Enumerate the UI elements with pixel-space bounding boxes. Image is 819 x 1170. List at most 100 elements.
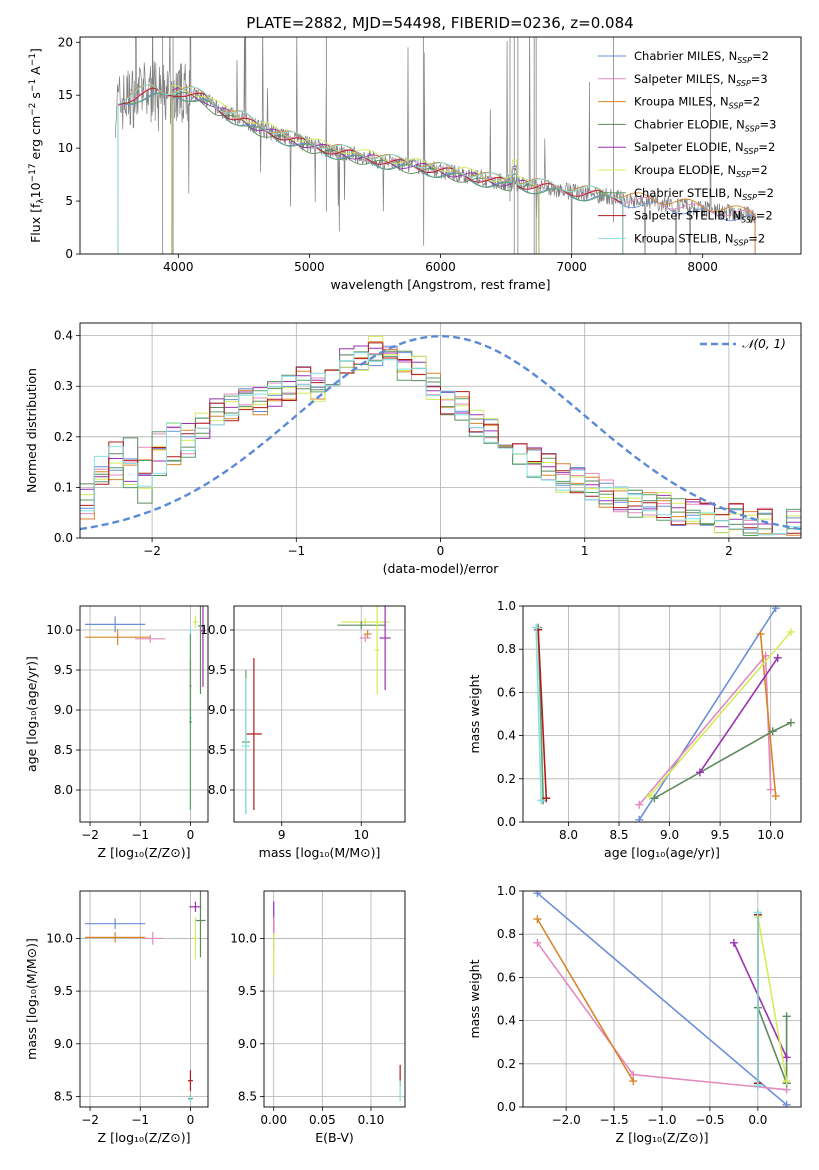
- weight-marker: [782, 1053, 791, 1062]
- y-tick-label: 10.0: [46, 623, 73, 637]
- errorbar-point: [188, 634, 192, 810]
- errorbar-point: [85, 932, 146, 943]
- errorbar-point: [379, 606, 391, 690]
- errorbar-point: [189, 901, 202, 913]
- errorbar-point: [85, 616, 146, 633]
- axes-frame: −2 −1 0 1 2 0.0 0.1 0.2 0.3 0.4 (data-model)/error…: [24, 322, 802, 576]
- x-axis-label: wavelength [Angstrom, rest frame]: [330, 277, 550, 292]
- errorbar-point: [195, 891, 206, 958]
- weight-marker: [753, 1081, 762, 1090]
- x-tick-label: 8.5: [609, 828, 628, 842]
- y-tick-label: 0.6: [497, 685, 516, 699]
- legend-label: Chabrier STELIB, NSSP=2: [634, 186, 774, 202]
- weight-marker: [756, 630, 765, 639]
- errorbar-point: [187, 1070, 193, 1092]
- errorbar-point: [374, 606, 380, 694]
- weight-marker: [542, 794, 551, 803]
- y-tick-label: 9.5: [238, 984, 257, 998]
- plot-area: [241, 606, 391, 814]
- x-tick-label: −1.0: [647, 1113, 676, 1127]
- y-label-part: s: [28, 92, 43, 103]
- x-axis-label: (data-model)/error: [383, 561, 500, 576]
- weight-marker: [782, 1012, 791, 1021]
- legend-label: Chabrier ELODIE, NSSP=3: [634, 117, 776, 133]
- figure-title: PLATE=2882, MJD=54498, FIBERID=0236, z=0…: [246, 14, 633, 32]
- x-tick-label: 2: [725, 544, 733, 558]
- x-tick-label: 0: [187, 828, 195, 842]
- y-tick-label: 8.5: [238, 1089, 257, 1103]
- model-line: [171, 92, 540, 254]
- y-label-part: ]: [28, 48, 43, 53]
- errorbar-point: [192, 615, 198, 629]
- y-label-part: −17: [28, 163, 38, 182]
- x-tick-label: 9.5: [711, 828, 730, 842]
- x-tick-label: 5000: [294, 260, 325, 274]
- x-tick-label: 0: [437, 544, 445, 558]
- x-tick-label: −2: [81, 828, 99, 842]
- y-tick-label: 8.5: [54, 743, 73, 757]
- axes-frame: 0.00 0.05 0.10 8.5 9.0 9.5 10.0 E(B-V): [230, 890, 406, 1145]
- panel-residuals: −2 −1 0 1 2 0.0 0.1 0.2 0.3 0.4 (data-model)/error…: [24, 322, 802, 576]
- weight-marker: [533, 938, 542, 947]
- weight-line: [759, 634, 777, 797]
- weight-line: [535, 627, 542, 801]
- panel-spectrum: 4000 5000 6000 7000 8000 0 5 10 15 20 wavelength […: [58, 35, 802, 292]
- weight-marker: [782, 1077, 791, 1086]
- x-tick-label: 7000: [556, 260, 587, 274]
- weight-marker: [635, 800, 644, 809]
- y-tick-label: 10: [58, 141, 73, 155]
- x-tick-label: 9: [278, 828, 286, 842]
- y-tick-label: 0.0: [54, 531, 73, 545]
- y-tick-label: 8.0: [54, 783, 73, 797]
- legend-name: Salpeter STELIB, N: [634, 209, 741, 223]
- legend-label: Salpeter MILES, NSSP=3: [634, 72, 768, 88]
- y-tick-label: 15: [58, 88, 73, 102]
- legend-n: =2: [758, 140, 775, 154]
- y-tick-label: 0.3: [54, 379, 73, 393]
- legend-n: =2: [752, 49, 769, 63]
- x-axis-label: E(B-V): [315, 1130, 354, 1145]
- weight-line: [733, 942, 788, 1058]
- y-tick-label: 9.0: [238, 1037, 257, 1051]
- y-tick-label: 5: [65, 194, 73, 208]
- weight-line: [699, 657, 779, 773]
- y-axis-label: Flux [fλ10−17 erg cm−2 s−1 A−1]: [28, 48, 46, 243]
- panel-Z-weight: −2.0 −1.5 −1.0 −0.5 0.0 0.0 0.2 0.4 0.6 0.8 1.0 Z […: [467, 884, 802, 1145]
- weight-marker: [782, 1100, 791, 1107]
- y-tick-label: 9.0: [54, 1037, 73, 1051]
- legend-name: Salpeter ELODIE, N: [634, 140, 744, 154]
- x-tick-label: 8.0: [559, 828, 578, 842]
- panel-age-weight: 8.0 8.5 9.0 9.5 10.0 0.0 0.2 0.4 0.6 0.8 1.0 age [l…: [467, 599, 802, 860]
- y-tick-label: 0.8: [497, 642, 516, 656]
- x-tick-label: −2: [81, 1113, 99, 1127]
- panel-Z-mass: −2 −1 0 8.5 9.0 9.5 10.0 Z [log₁₀(Z/Z⊙)] mass [l…: [24, 890, 209, 1145]
- plot-area: [80, 334, 801, 536]
- y-tick-label: 0.8: [497, 927, 516, 941]
- errorbar-point: [142, 932, 163, 945]
- legend-sub: SSP: [737, 56, 752, 65]
- x-tick-label: −1: [131, 828, 149, 842]
- errorbar-point: [135, 634, 166, 643]
- y-tick-label: 10.0: [46, 931, 73, 945]
- x-axis-label: mass [log₁₀(M/M⊙)]: [259, 845, 381, 860]
- x-axis-label: Z [log₁₀(Z/Z⊙)]: [98, 845, 191, 860]
- x-tick-label: 0: [187, 1113, 195, 1127]
- model-line: [117, 84, 624, 254]
- weight-marker: [533, 915, 542, 924]
- y-label-part: erg cm: [28, 116, 43, 164]
- axes-frame: −2 −1 0 8.5 9.0 9.5 10.0 Z [log₁₀(Z/Z⊙)] mass [l…: [24, 890, 209, 1145]
- histogram-step: [80, 352, 801, 536]
- x-axis-label: Z [log₁₀(Z/Z⊙)]: [616, 1130, 709, 1145]
- legend-sub: SSP: [744, 147, 759, 156]
- x-tick-label: −1: [287, 544, 305, 558]
- x-axis-label: Z [log₁₀(Z/Z⊙)]: [98, 1130, 191, 1145]
- legend-sub: SSP: [734, 238, 749, 247]
- y-tick-label: 20: [58, 35, 73, 49]
- legend-sub: SSP: [736, 170, 751, 179]
- y-tick-label: 10.0: [200, 623, 227, 637]
- y-tick-label: 0.2: [497, 772, 516, 786]
- axes-border: [79, 890, 209, 1108]
- errorbar-point: [245, 658, 262, 810]
